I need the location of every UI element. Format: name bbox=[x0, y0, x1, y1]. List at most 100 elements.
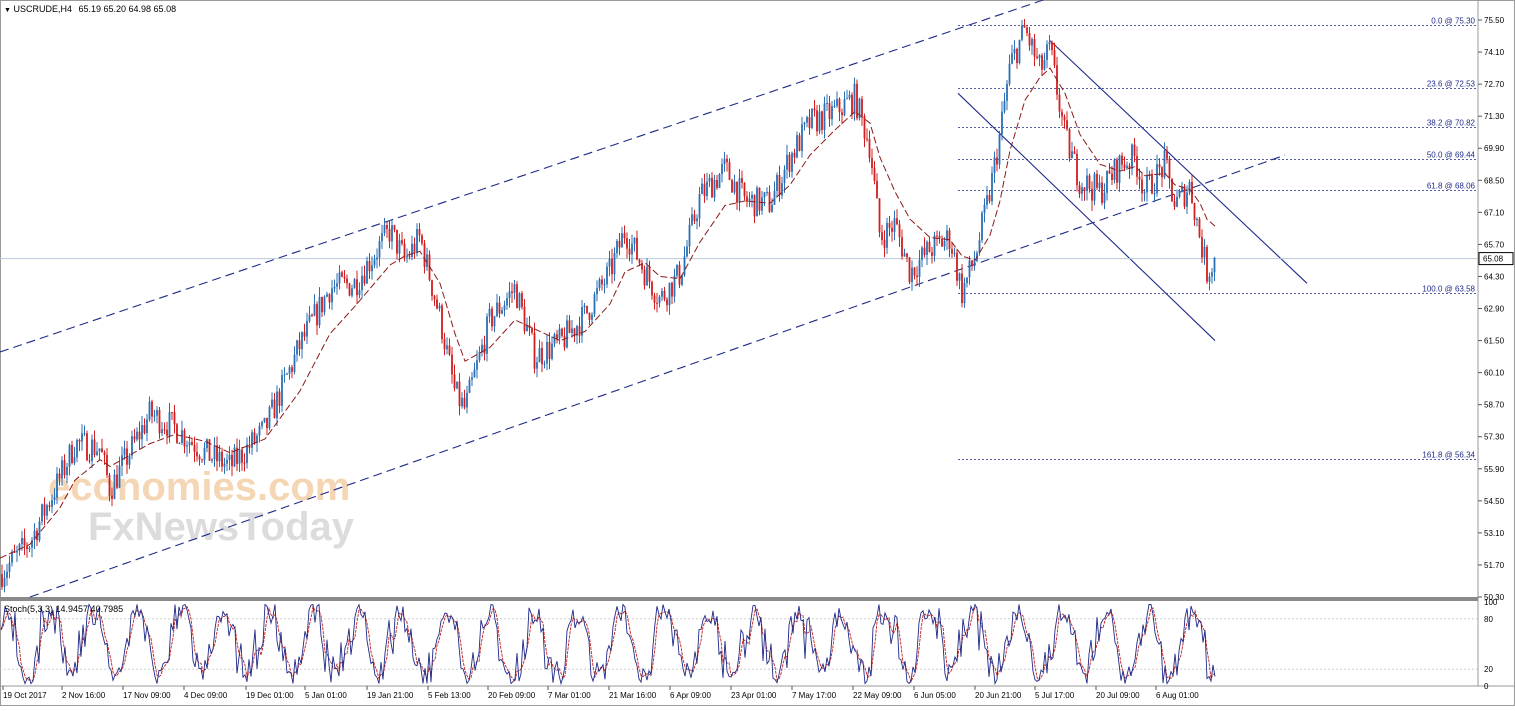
candle-body bbox=[628, 248, 631, 255]
price-tick-label: 68.50 bbox=[1484, 176, 1505, 185]
candle-body bbox=[838, 98, 841, 113]
candle-body bbox=[61, 460, 63, 479]
candle-body bbox=[881, 232, 883, 241]
candle-body bbox=[213, 445, 216, 460]
candle-body bbox=[458, 381, 461, 407]
candle-body bbox=[718, 174, 721, 188]
time-tick-label: 7 May 17:00 bbox=[792, 691, 837, 700]
candle-body bbox=[801, 124, 803, 151]
candle-body bbox=[1041, 55, 1043, 70]
time-tick-label: 6 Apr 09:00 bbox=[670, 691, 711, 700]
candle-body bbox=[586, 305, 588, 313]
candle-body bbox=[396, 229, 398, 254]
candle-body bbox=[896, 218, 898, 225]
candle-body bbox=[846, 98, 848, 100]
candle-body bbox=[848, 94, 851, 99]
candle-body bbox=[1111, 173, 1113, 181]
candle-body bbox=[506, 298, 508, 306]
candle-body bbox=[148, 401, 151, 420]
candle-body bbox=[1168, 158, 1171, 179]
candle-body bbox=[121, 455, 123, 466]
candle-body bbox=[1121, 155, 1123, 165]
candle-body bbox=[1108, 170, 1111, 174]
candle-body bbox=[161, 429, 163, 434]
candle-body bbox=[146, 419, 148, 434]
candle-body bbox=[158, 410, 161, 434]
candle-body bbox=[923, 247, 926, 255]
candle-body bbox=[731, 179, 733, 193]
candle-body bbox=[566, 320, 568, 348]
candle-body bbox=[1073, 151, 1076, 154]
candle-body bbox=[523, 306, 526, 332]
candle-body bbox=[371, 265, 373, 272]
candle-body bbox=[163, 429, 166, 431]
candle-body bbox=[91, 439, 93, 462]
candle-body bbox=[98, 448, 101, 452]
candle-body bbox=[133, 436, 136, 440]
candle-body bbox=[416, 229, 418, 254]
moving-average-line bbox=[0, 67, 1216, 559]
candle-body bbox=[393, 225, 396, 230]
candle-body bbox=[448, 345, 451, 355]
candle-body bbox=[411, 243, 413, 258]
candle-body bbox=[46, 505, 48, 516]
candle-body bbox=[741, 178, 743, 183]
candle-body bbox=[136, 431, 138, 440]
candle-body bbox=[238, 449, 241, 464]
candle-body bbox=[376, 257, 378, 260]
candle-body bbox=[571, 328, 573, 334]
candle-body bbox=[326, 294, 328, 297]
candle-body bbox=[631, 243, 633, 255]
price-tick-label: 50.30 bbox=[1484, 593, 1505, 602]
time-tick-label: 6 Jun 05:00 bbox=[914, 691, 956, 700]
candle-body bbox=[81, 433, 83, 442]
candle-body bbox=[963, 283, 966, 304]
candle-body bbox=[638, 259, 641, 264]
candle-body bbox=[1203, 246, 1206, 258]
candle-body bbox=[78, 440, 81, 442]
candle-body bbox=[481, 344, 483, 353]
candle-body bbox=[271, 399, 273, 408]
candle-body bbox=[293, 354, 296, 372]
candle-body bbox=[696, 218, 698, 222]
candle-body bbox=[948, 230, 951, 249]
candle-body bbox=[743, 182, 746, 197]
candle-body bbox=[1116, 159, 1118, 183]
candle-body bbox=[866, 138, 868, 140]
candle-body bbox=[363, 275, 366, 284]
candle-body bbox=[1208, 276, 1211, 282]
price-tick-label: 51.70 bbox=[1484, 561, 1505, 570]
candle-body bbox=[873, 168, 876, 181]
candle-body bbox=[103, 452, 106, 455]
candle-body bbox=[891, 227, 893, 232]
candle-body bbox=[938, 235, 941, 239]
time-tick-label: 5 Jul 17:00 bbox=[1035, 691, 1075, 700]
time-tick-label: 6 Aug 01:00 bbox=[1156, 691, 1199, 700]
candle-body bbox=[1101, 182, 1103, 204]
time-tick-label: 19 Jan 21:00 bbox=[367, 691, 414, 700]
candle-body bbox=[276, 391, 278, 419]
candle-body bbox=[311, 314, 313, 316]
candle-body bbox=[323, 296, 326, 313]
candle-body bbox=[358, 290, 361, 296]
candle-body bbox=[373, 259, 376, 266]
candle-body bbox=[1163, 150, 1166, 178]
candle-body bbox=[73, 457, 76, 464]
candle-body bbox=[408, 256, 411, 258]
price-tick-label: 61.50 bbox=[1484, 337, 1505, 346]
candle-body bbox=[1213, 257, 1216, 273]
candle-body bbox=[518, 293, 521, 309]
candle-body bbox=[1, 574, 3, 587]
candle-body bbox=[876, 180, 878, 199]
dropdown-triangle-icon[interactable]: ▼ bbox=[4, 7, 11, 14]
candle-body bbox=[553, 334, 556, 344]
candle-body bbox=[143, 425, 146, 434]
candle-body bbox=[703, 183, 706, 197]
candle-body bbox=[171, 412, 173, 414]
candle-body bbox=[858, 98, 861, 119]
candle-body bbox=[601, 279, 603, 285]
candle-body bbox=[496, 302, 498, 317]
candle-body bbox=[971, 260, 973, 267]
